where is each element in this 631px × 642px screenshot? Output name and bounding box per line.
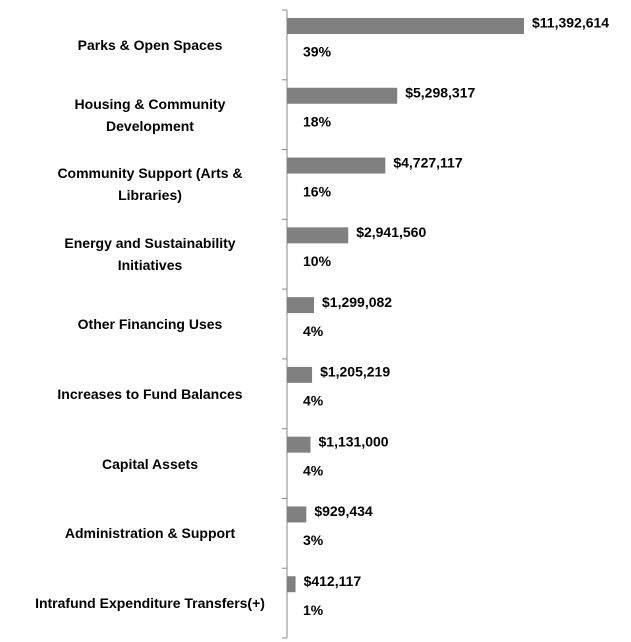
share-label: 39%	[303, 44, 332, 60]
value-label: $1,299,082	[322, 294, 392, 310]
bar	[287, 366, 313, 383]
share-label: 1%	[303, 602, 324, 618]
category-label: Other Financing Uses	[77, 316, 223, 332]
value-label: $412,117	[304, 573, 362, 589]
value-label: $1,205,219	[320, 364, 390, 380]
category-label: Parks & Open Spaces	[77, 36, 223, 53]
value-label: $5,298,317	[405, 84, 475, 100]
share-label: 4%	[303, 462, 324, 478]
bar	[287, 18, 524, 34]
value-label: $1,131,000	[319, 433, 389, 449]
share-label: 16%	[303, 183, 332, 199]
bar	[287, 506, 307, 523]
category-label: Increases to Fund Balances	[57, 385, 243, 402]
category-label: Energy and Sustainability Initiatives	[64, 235, 236, 274]
share-label: 4%	[303, 393, 324, 409]
bar	[287, 157, 386, 174]
bar	[287, 297, 315, 314]
category-label: Intrafund Expenditure Transfers(+)	[35, 595, 265, 612]
value-label: $11,392,614	[532, 15, 609, 31]
value-label: $929,434	[314, 503, 373, 519]
bar	[287, 436, 311, 453]
share-label: 4%	[303, 323, 324, 339]
category-label: Administration & Support	[64, 525, 236, 542]
share-label: 18%	[303, 113, 332, 129]
value-label: $2,941,560	[356, 224, 426, 240]
share-label: 3%	[303, 532, 324, 548]
share-label: 10%	[303, 253, 332, 269]
bar	[287, 227, 349, 244]
bar	[287, 576, 296, 593]
category-label: Capital Assets	[102, 455, 198, 472]
category-label: Housing & Community Development	[74, 95, 226, 134]
value-label: $4,727,117	[393, 154, 463, 170]
category-label: Community Support (Arts & Libraries)	[57, 165, 243, 204]
bar	[287, 87, 398, 104]
